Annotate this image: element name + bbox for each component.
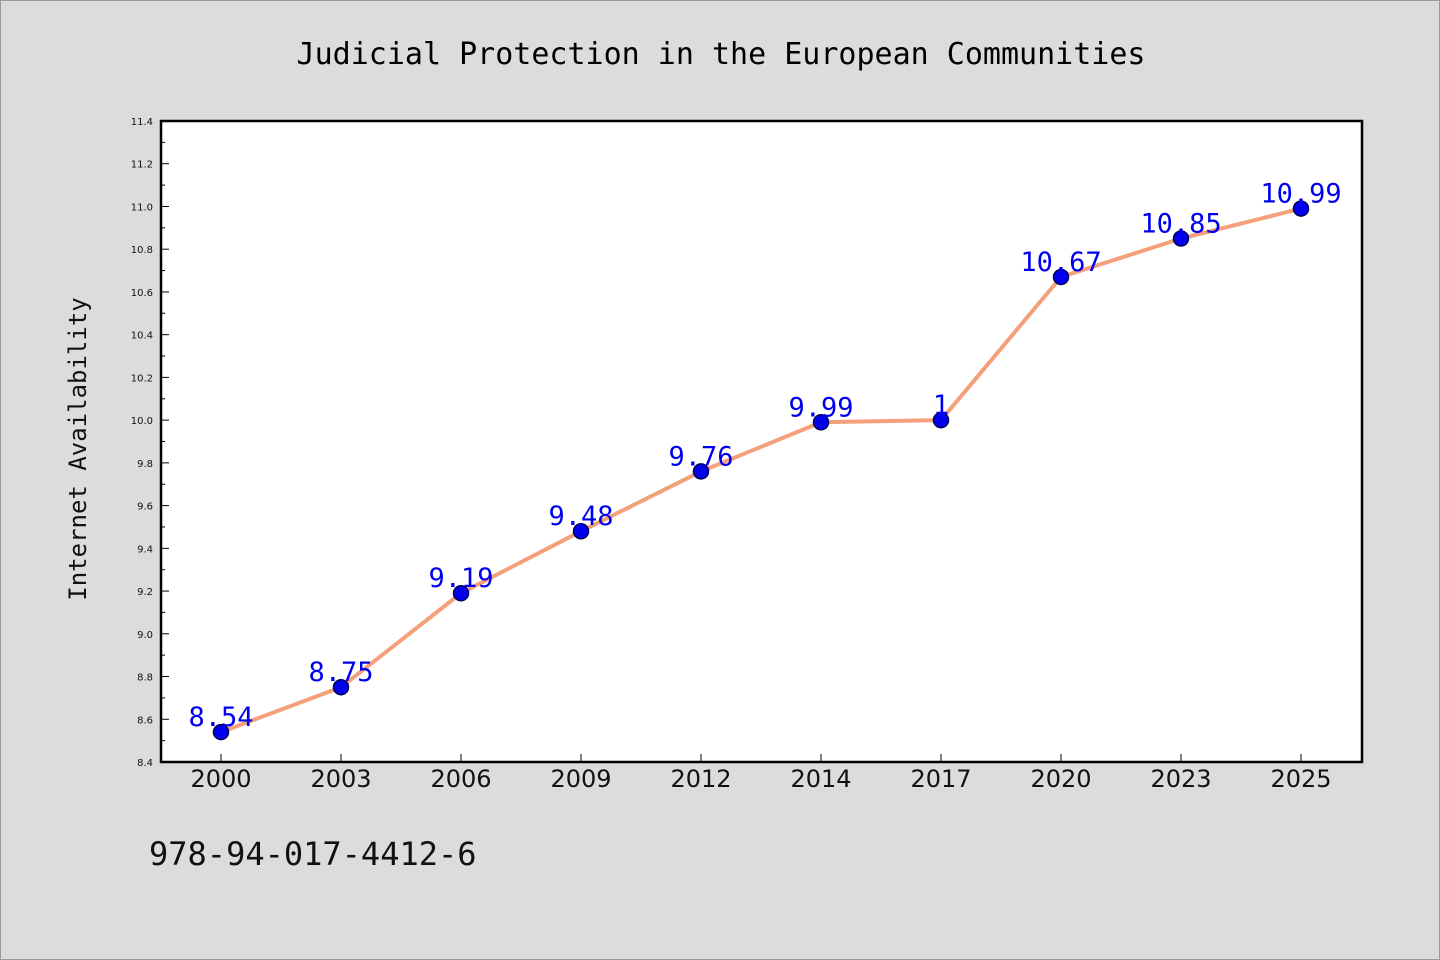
x-tick-label: 2025 xyxy=(1270,765,1331,793)
y-tick-label: 9.0 xyxy=(137,630,153,641)
y-axis-ticks: 8.4 8.6 8.8 9.0 9.2 9.4 9.6 9.8 10.0 10.2 10.4 10.6… xyxy=(131,117,169,769)
data-markers xyxy=(212,200,1310,741)
data-label: 9.48 xyxy=(548,501,613,532)
data-label: 9.99 xyxy=(788,392,853,423)
data-point xyxy=(692,463,710,480)
y-tick-label: 8.4 xyxy=(137,758,153,769)
data-point xyxy=(1052,268,1070,286)
x-tick-label: 2006 xyxy=(430,765,491,793)
x-tick-label: 2009 xyxy=(550,765,611,793)
x-tick-label: 2012 xyxy=(670,765,731,793)
data-labels: 8.54 8.75 9.19 9.48 9.76 9.99 1 10.67 10.85 10.99 xyxy=(188,179,1341,733)
data-point xyxy=(812,414,830,431)
x-tick-label: 2020 xyxy=(1030,765,1091,793)
plot-frame xyxy=(159,119,1364,764)
chart-title: Judicial Protection in the European Comm… xyxy=(297,37,1146,72)
y-tick-label: 11.0 xyxy=(131,202,153,213)
y-tick-label: 8.6 xyxy=(137,715,153,726)
y-tick-label: 8.8 xyxy=(137,673,153,684)
x-tick-label: 2017 xyxy=(910,765,971,793)
y-tick-label: 11.2 xyxy=(131,160,153,171)
y-tick-label: 10.0 xyxy=(131,416,153,427)
data-label: 9.76 xyxy=(668,441,733,472)
x-tick-label: 2023 xyxy=(1150,765,1211,793)
y-tick-label: 10.8 xyxy=(131,245,153,256)
data-label: 10.99 xyxy=(1260,179,1341,210)
data-point xyxy=(1172,230,1190,247)
y-tick-label: 9.2 xyxy=(137,587,153,598)
y-tick-label: 10.2 xyxy=(131,373,153,384)
data-point xyxy=(572,522,590,540)
series-line xyxy=(219,206,1303,735)
footer-note: 978-94-017-4412-6 xyxy=(149,835,477,873)
data-point xyxy=(332,678,350,696)
y-tick-label: 10.6 xyxy=(131,288,153,299)
x-tick-label: 2014 xyxy=(790,765,851,793)
y-tick-label: 9.8 xyxy=(137,459,153,470)
data-point xyxy=(212,723,230,741)
y-axis-label: Internet Availability xyxy=(64,297,92,600)
y-tick-label: 9.6 xyxy=(137,502,153,513)
data-point xyxy=(452,584,470,602)
data-label: 9.19 xyxy=(428,563,493,594)
x-tick-label: 2000 xyxy=(190,765,251,793)
data-point xyxy=(1292,200,1310,217)
plot-area xyxy=(161,121,1362,762)
data-point xyxy=(932,411,950,429)
data-label: 10.85 xyxy=(1140,209,1221,240)
data-label: 10.67 xyxy=(1020,247,1101,278)
series-line-group xyxy=(219,206,1303,735)
x-axis-ticks: 2000 2003 2006 2009 2012 2014 2017 2020 2023 2025 xyxy=(190,754,1332,793)
data-label: 8.54 xyxy=(188,702,253,733)
y-tick-label: 9.4 xyxy=(137,544,153,555)
data-label: 1 xyxy=(933,390,949,421)
y-tick-label: 10.4 xyxy=(131,331,153,342)
y-tick-label: 11.4 xyxy=(131,117,153,128)
x-tick-label: 2003 xyxy=(310,765,371,793)
data-label: 8.75 xyxy=(308,657,373,688)
